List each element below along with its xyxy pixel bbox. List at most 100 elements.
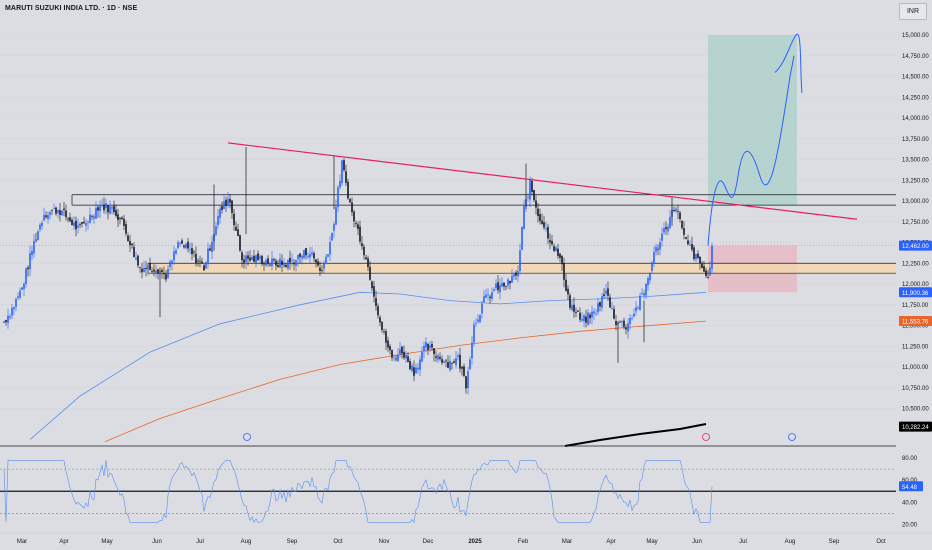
- candle-body: [599, 302, 601, 307]
- price-tick-label: 10,500.00: [902, 407, 929, 413]
- time-tick-label: 2025: [468, 539, 482, 545]
- currency-button[interactable]: INR: [899, 3, 927, 20]
- candle-body: [609, 297, 611, 308]
- candle-body: [231, 200, 233, 213]
- candle-body: [201, 261, 203, 264]
- candle-body: [87, 221, 89, 223]
- candle-body: [63, 208, 65, 210]
- candle-body: [11, 308, 13, 316]
- candle-body: [127, 235, 129, 242]
- candle-body: [229, 198, 231, 203]
- projection-path-peak: [774, 33, 803, 94]
- candle-body: [71, 219, 73, 226]
- candle-body: [461, 366, 463, 369]
- candle-body: [69, 217, 71, 222]
- candle-body: [321, 270, 323, 272]
- candle-body: [25, 268, 27, 285]
- price-axis: [896, 0, 932, 550]
- candle-body: [669, 216, 671, 229]
- candle-body: [323, 263, 325, 269]
- candle-body: [479, 315, 481, 323]
- candle-body: [579, 312, 581, 320]
- candle-body: [171, 260, 173, 264]
- candle-body: [397, 354, 399, 362]
- candle-body: [369, 266, 371, 280]
- symbol-title[interactable]: MARUTI SUZUKI INDIA LTD. · 1D · NSE: [5, 5, 138, 12]
- candle-body: [447, 362, 449, 368]
- candle-body: [67, 218, 69, 220]
- time-tick-label: Aug: [241, 539, 252, 545]
- candle-body: [107, 205, 109, 213]
- candle-body: [109, 206, 111, 214]
- candle-body: [569, 295, 571, 308]
- candle-body: [641, 293, 643, 295]
- candle-body: [511, 275, 513, 283]
- candle-body: [281, 260, 283, 265]
- time-tick-label: Aug: [785, 539, 796, 545]
- candle-body: [675, 208, 677, 212]
- candle-body: [531, 180, 533, 192]
- candle-body: [389, 346, 391, 351]
- price-tick-label: 12,250.00: [902, 261, 929, 267]
- support-zone: [148, 263, 896, 274]
- candle-body: [607, 288, 609, 296]
- candle-body: [635, 307, 637, 312]
- candle-body: [585, 316, 587, 323]
- candle-body: [541, 220, 543, 224]
- candle-body: [565, 279, 567, 291]
- time-tick-label: Mar: [17, 539, 27, 545]
- rsi-tick-label: 60.00: [902, 478, 918, 484]
- candle-body: [567, 288, 569, 295]
- candle-body: [227, 198, 229, 206]
- candle-body: [147, 265, 149, 270]
- price-tick-label: 11,500.00: [902, 324, 929, 330]
- candle-body: [611, 308, 613, 310]
- candle-body: [117, 214, 119, 221]
- candle-body: [193, 251, 195, 253]
- candle-body: [75, 220, 77, 230]
- moving-average-black: [564, 423, 707, 447]
- candle-body: [387, 340, 389, 348]
- candle-body: [331, 233, 333, 241]
- candle-body: [527, 197, 529, 199]
- candle-body: [489, 296, 491, 299]
- candle-body: [211, 241, 213, 253]
- candle-body: [187, 241, 189, 249]
- candle-body: [649, 273, 651, 281]
- price-tick-label: 11,000.00: [902, 365, 929, 371]
- candle-body: [161, 269, 163, 272]
- candle-body: [353, 211, 355, 222]
- candle-body: [701, 263, 703, 268]
- candle-body: [563, 263, 565, 280]
- time-tick-label: Jul: [739, 539, 747, 545]
- candle-body: [375, 298, 377, 307]
- candle-body: [17, 296, 19, 299]
- candle-body: [45, 215, 47, 218]
- candle-body: [367, 258, 369, 268]
- candle-body: [299, 253, 301, 257]
- candle-body: [427, 343, 429, 350]
- candle-body: [157, 269, 159, 274]
- candle-body: [51, 209, 53, 211]
- candle-body: [85, 223, 87, 226]
- candle-body: [699, 256, 701, 264]
- candle-body: [483, 296, 485, 303]
- candle-body: [571, 305, 573, 310]
- candle-body: [521, 226, 523, 250]
- candle-body: [691, 244, 693, 250]
- candle-body: [241, 252, 243, 261]
- candle-body: [469, 359, 471, 370]
- candle-body: [13, 306, 15, 310]
- candle-body: [459, 354, 461, 369]
- candle-body: [545, 228, 547, 230]
- candle-body: [59, 210, 61, 215]
- candle-body: [577, 310, 579, 312]
- candle-body: [589, 314, 591, 319]
- candle-body: [515, 272, 517, 276]
- price-tick-label: 10,750.00: [902, 386, 929, 392]
- candle-body: [349, 199, 351, 203]
- candle-body: [247, 255, 249, 259]
- candle-body: [553, 246, 555, 251]
- candle-body: [471, 342, 473, 359]
